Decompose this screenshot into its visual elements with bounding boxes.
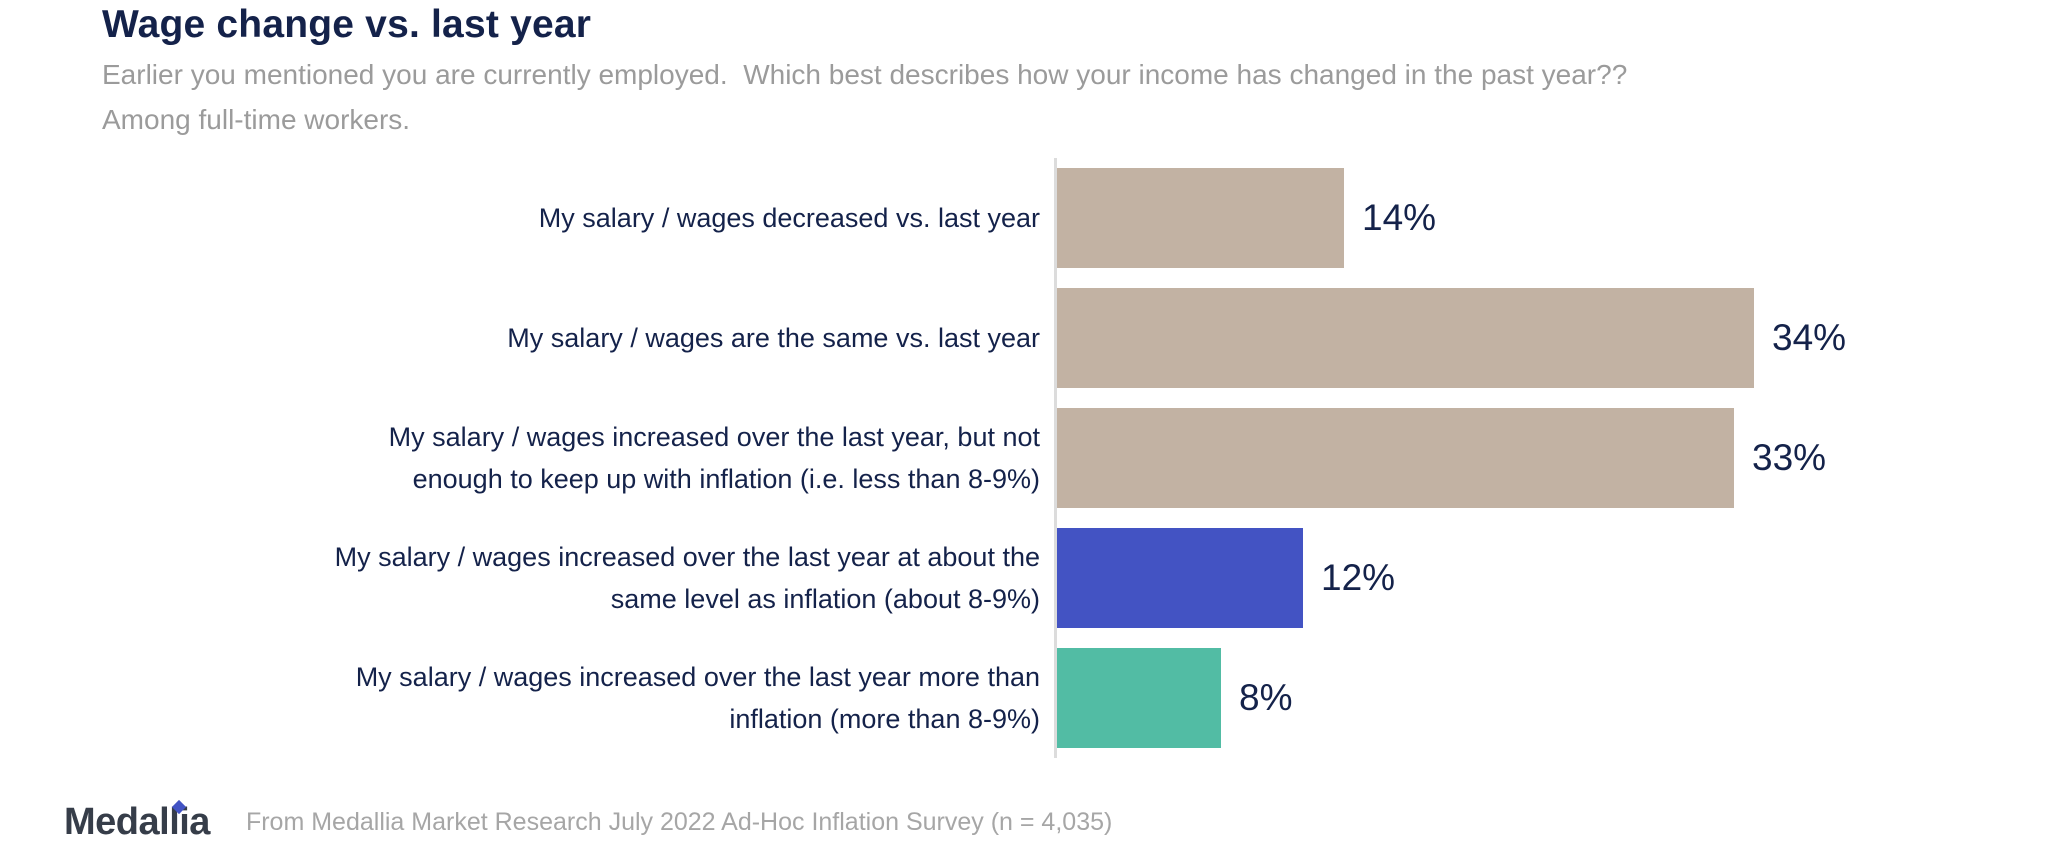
bar-area: 33% [1057,408,1826,508]
chart-subtitle: Earlier you mentioned you are currently … [102,59,1628,135]
medallia-logo: Medallia [64,799,210,844]
chart-row: My salary / wages increased over the las… [0,398,2048,518]
chart-row: My salary / wages are the same vs. last … [0,278,2048,398]
value-label: 14% [1362,197,1437,238]
category-label: My salary / wages are the same vs. last … [507,323,1040,353]
value-label: 8% [1239,677,1293,718]
chart-header: Wage change vs. last year Earlier you me… [102,2,1982,142]
category-label: My salary / wages increased over the las… [355,662,1040,734]
medallia-logo-text: Medallia [64,801,210,843]
bar [1057,648,1221,748]
bar-chart: My salary / wages decreased vs. last yea… [0,158,2048,758]
bar [1057,528,1303,628]
category-label: My salary / wages increased over the las… [388,422,1040,494]
source-note: From Medallia Market Research July 2022 … [245,808,1113,836]
footer: Medallia From Medallia Market Research J… [64,799,1113,844]
bar [1057,168,1344,268]
chart-title: Wage change vs. last year [102,3,592,46]
value-label: 12% [1321,557,1396,598]
bar [1057,408,1734,508]
bar-area: 14% [1057,168,1436,268]
axis-line [1054,158,1057,758]
chart-row: My salary / wages decreased vs. last yea… [0,158,2048,278]
value-label: 33% [1752,437,1827,478]
category-label: My salary / wages decreased vs. last yea… [538,203,1040,233]
bar [1057,288,1754,388]
chart-row: My salary / wages increased over the las… [0,638,2048,758]
chart-row: My salary / wages increased over the las… [0,518,2048,638]
value-label: 34% [1772,317,1847,358]
bar-area: 34% [1057,288,1846,388]
category-label: My salary / wages increased over the las… [334,542,1040,614]
bar-area: 12% [1057,528,1395,628]
bar-area: 8% [1057,648,1292,748]
